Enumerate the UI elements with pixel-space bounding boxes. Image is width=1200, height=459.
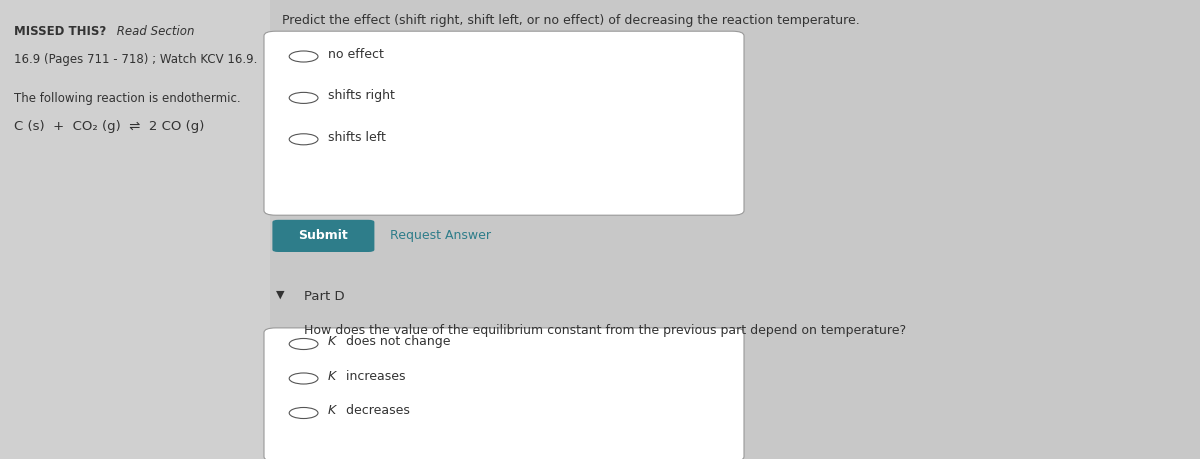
- Text: Part D: Part D: [304, 289, 344, 302]
- Circle shape: [289, 134, 318, 146]
- Circle shape: [289, 52, 318, 63]
- Circle shape: [289, 93, 318, 104]
- FancyBboxPatch shape: [272, 220, 374, 252]
- Text: decreases: decreases: [342, 403, 410, 416]
- Text: Read Section: Read Section: [113, 25, 194, 38]
- Text: Request Answer: Request Answer: [390, 229, 491, 242]
- Text: The following reaction is endothermic.: The following reaction is endothermic.: [14, 92, 241, 105]
- FancyBboxPatch shape: [264, 328, 744, 459]
- Text: increases: increases: [342, 369, 406, 382]
- Circle shape: [289, 408, 318, 419]
- Text: K: K: [328, 403, 336, 416]
- FancyBboxPatch shape: [0, 0, 270, 459]
- Text: ▼: ▼: [276, 289, 284, 299]
- Text: shifts right: shifts right: [328, 89, 395, 102]
- Text: How does the value of the equilibrium constant from the previous part depend on : How does the value of the equilibrium co…: [304, 324, 906, 336]
- Text: Submit: Submit: [298, 229, 348, 242]
- FancyBboxPatch shape: [264, 32, 744, 216]
- Text: no effect: no effect: [328, 48, 384, 61]
- Text: shifts left: shifts left: [328, 130, 385, 143]
- Text: Predict the effect (shift right, shift left, or no effect) of decreasing the rea: Predict the effect (shift right, shift l…: [282, 14, 859, 27]
- Circle shape: [289, 339, 318, 350]
- Text: 16.9 (Pages 711 - 718) ; Watch KCV 16.9.: 16.9 (Pages 711 - 718) ; Watch KCV 16.9.: [14, 53, 258, 66]
- Circle shape: [289, 373, 318, 384]
- Text: K: K: [328, 369, 336, 382]
- Text: K: K: [328, 335, 336, 347]
- Text: MISSED THIS?: MISSED THIS?: [14, 25, 107, 38]
- Text: C (s)  +  CO₂ (g)  ⇌  2 CO (g): C (s) + CO₂ (g) ⇌ 2 CO (g): [14, 119, 205, 132]
- Text: does not change: does not change: [342, 335, 450, 347]
